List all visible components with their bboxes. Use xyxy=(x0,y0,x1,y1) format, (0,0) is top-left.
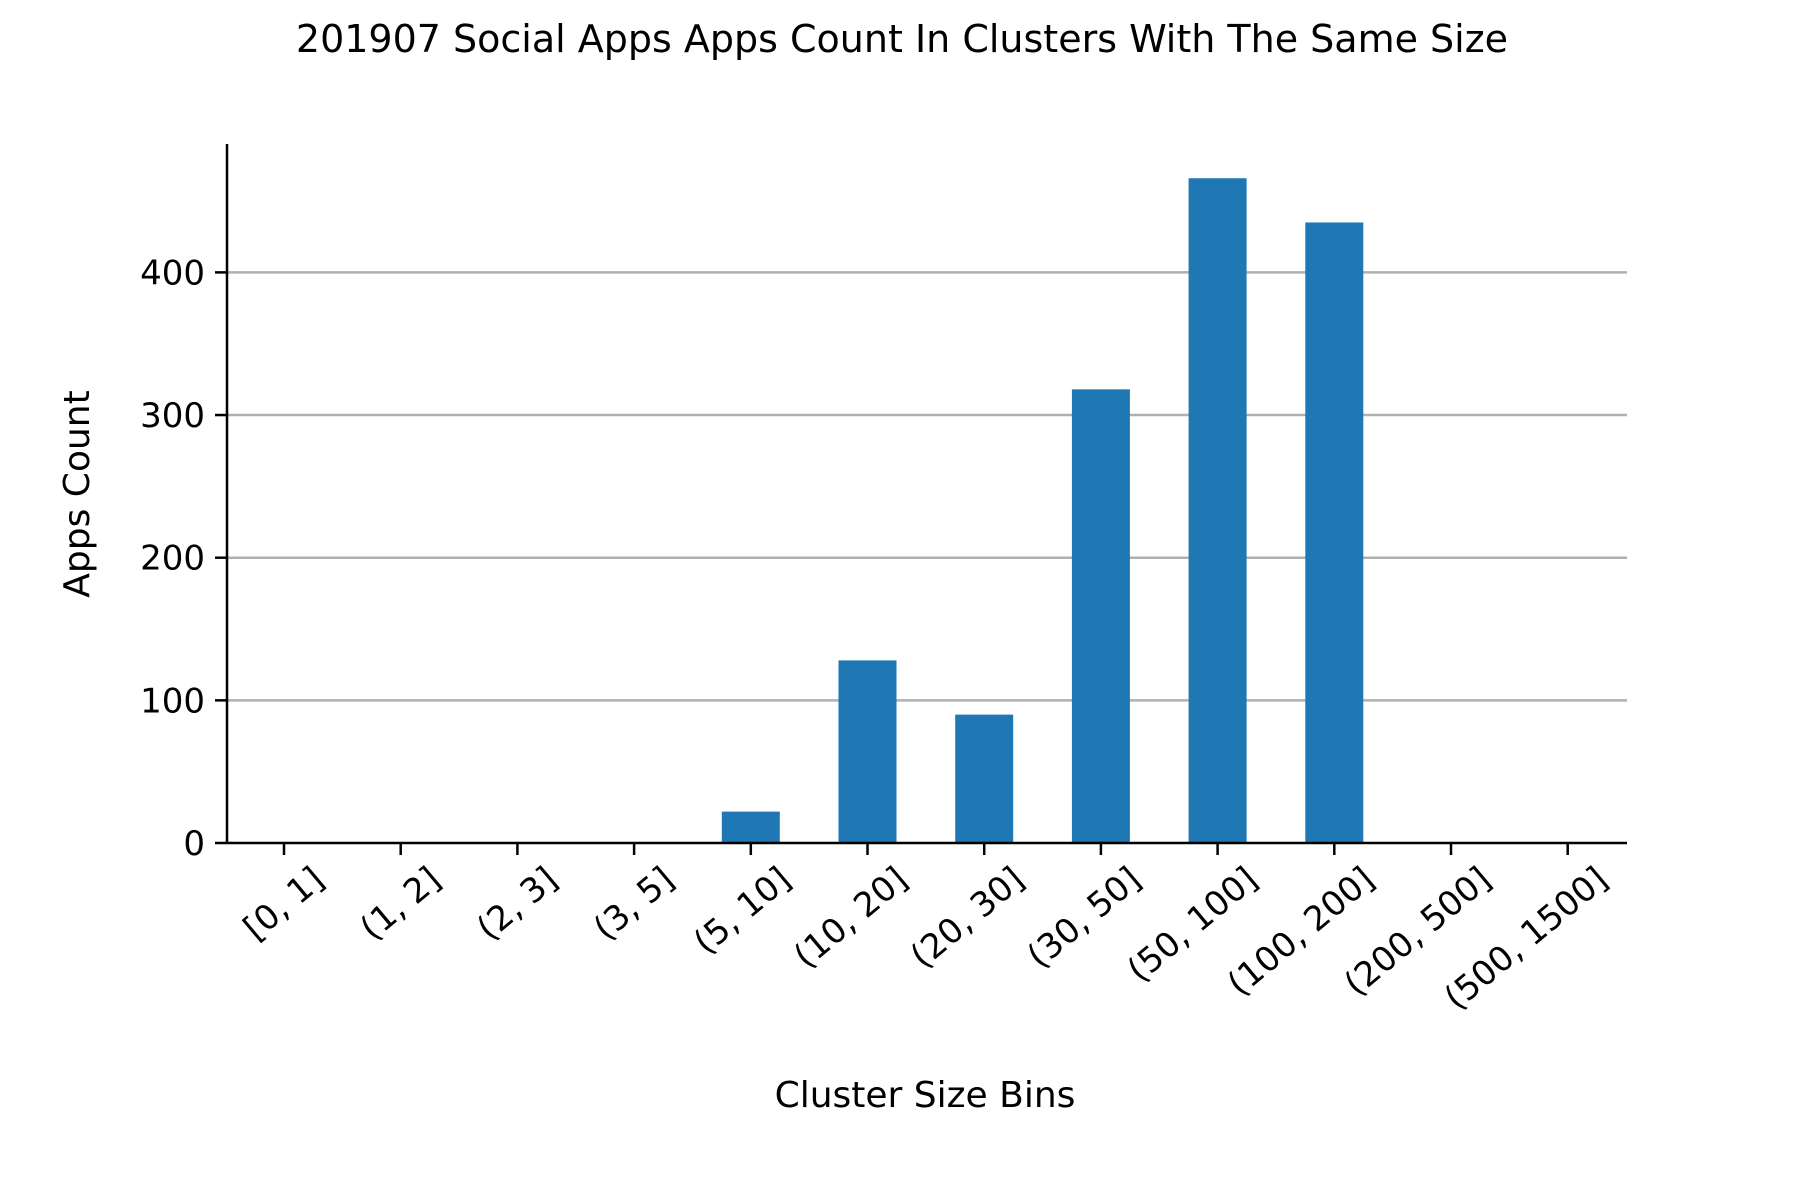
x-tick-label-0-1: [0, 1] xyxy=(236,859,332,948)
y-axis-label: Apps Count xyxy=(57,390,98,597)
bar-20-30 xyxy=(955,714,1014,843)
y-ticks: 0 100 200 300 400 xyxy=(140,253,227,864)
grid-lines xyxy=(227,271,1627,702)
y-tick-label-300: 300 xyxy=(140,396,205,436)
x-tick-label-3-5: (3, 5] xyxy=(586,859,682,948)
axes xyxy=(225,144,1627,845)
bar-10-20 xyxy=(838,660,897,843)
bar-5-10 xyxy=(721,811,780,843)
y-tick-label-0: 0 xyxy=(183,824,205,864)
x-tick-label-1-2: (1, 2] xyxy=(353,859,449,948)
bar-50-100 xyxy=(1188,178,1247,843)
chart-title: 201907 Social Apps Apps Count In Cluster… xyxy=(296,17,1508,61)
x-tick-label-10-20: (10, 20] xyxy=(786,859,915,976)
x-axis-label: Cluster Size Bins xyxy=(775,1075,1076,1116)
x-ticks: [0, 1] (1, 2] (2, 3] (3, 5] (5, 10](10, 20](… xyxy=(236,843,1615,1018)
y-tick-label-400: 400 xyxy=(140,253,205,293)
bar-30-50 xyxy=(1071,389,1130,843)
bar-100-200 xyxy=(1305,222,1364,844)
x-tick-label-2-3: (2, 3] xyxy=(469,859,565,948)
bars xyxy=(721,178,1364,844)
x-tick-label-20-30: (20, 30] xyxy=(903,859,1032,976)
x-tick-label-5-10: (5, 10] xyxy=(686,859,798,962)
y-tick-label-100: 100 xyxy=(140,681,205,721)
y-tick-label-200: 200 xyxy=(140,539,205,579)
